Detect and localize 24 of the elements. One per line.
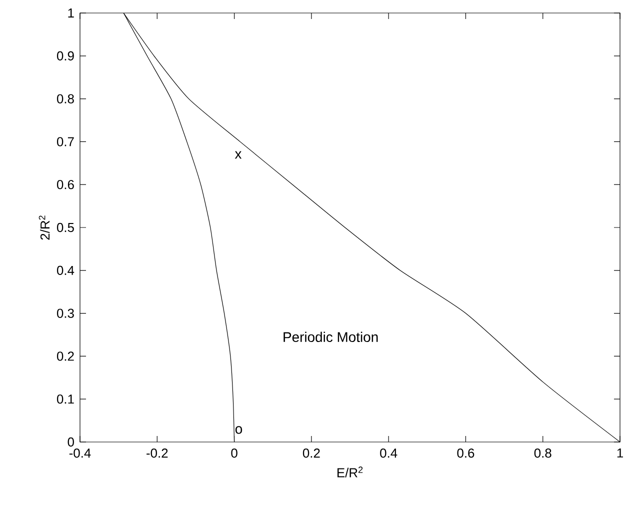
y-axis-title: 2/R$^{2}$ xyxy=(38,216,50,240)
y-tick-label: 0.9 xyxy=(56,51,74,60)
y-tick-label: 0.4 xyxy=(56,266,74,275)
annotation: o xyxy=(235,426,242,434)
y-tick-label: 1 xyxy=(68,8,74,18)
x-tick-label: 0 xyxy=(231,448,238,458)
y-tick-label: 0.5 xyxy=(56,222,74,232)
y-tick-label: 0.6 xyxy=(56,180,74,190)
x-tick-label: 1 xyxy=(617,448,623,458)
y-tick-label: 0.1 xyxy=(56,394,74,404)
y-tick-label: 0.7 xyxy=(56,137,74,146)
x-axis-title: E/R$^{2}$ xyxy=(338,466,363,478)
x-tick-label: 0.4 xyxy=(380,448,398,458)
x-tick-label: 0.8 xyxy=(534,448,552,458)
annotation: x xyxy=(234,151,242,159)
y-tick-label: 0.2 xyxy=(56,352,74,361)
y-tick-label: 0 xyxy=(68,437,74,447)
y-tick-label: 0.3 xyxy=(56,308,74,318)
y-tick-label: 0.8 xyxy=(56,94,74,104)
x-tick-label: -0.2 xyxy=(146,448,168,458)
x-tick-label: 0.2 xyxy=(302,448,320,458)
annotation: Periodic Motion xyxy=(284,332,378,342)
x-tick-label: 0.6 xyxy=(457,448,474,458)
x-tick-label: -0.4 xyxy=(69,448,91,458)
